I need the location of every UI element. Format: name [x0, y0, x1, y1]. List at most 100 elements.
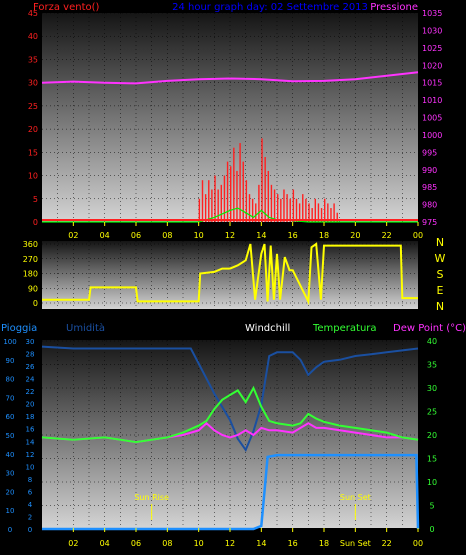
wind-bar — [336, 212, 338, 222]
temperature-tick-label: 20 — [427, 431, 437, 440]
wind-bar — [264, 156, 266, 222]
pressure-tick-label: 1035 — [422, 9, 442, 18]
temperature-tick-label: 35 — [427, 361, 437, 370]
wind-pressure-panel: Forza vento() 24 hour graph day: 02 Sett… — [28, 2, 443, 240]
x-tick-label: Sun Set — [340, 539, 371, 548]
wind-bar — [214, 175, 216, 222]
rain-tick-label: 18 — [26, 413, 35, 421]
wind-bar — [267, 170, 269, 222]
x-tick-label: 08 — [162, 539, 172, 548]
pressure-tick-label: 1025 — [422, 44, 442, 53]
wind-bar — [324, 198, 326, 222]
x-tick-label: 04 — [100, 539, 110, 548]
temperature-tick-label: 40 — [427, 337, 437, 346]
windchill-legend: Windchill — [245, 323, 290, 334]
x-tick-label: 22 — [382, 231, 392, 240]
temperature-legend: Temperatura — [312, 323, 377, 334]
wind-bar — [273, 189, 276, 222]
gust-line — [42, 207, 418, 223]
x-tick-label: 10 — [194, 539, 204, 548]
temperature-tick-label: 30 — [427, 384, 437, 393]
wind-bar — [320, 208, 323, 222]
wind-bar — [211, 189, 213, 222]
rain-tick-label: 20 — [26, 401, 35, 409]
wind-bar — [239, 143, 241, 222]
wind-bar — [233, 147, 235, 222]
temperature-panel: Pioggia Umidità Windchill Temperatura De… — [1, 322, 466, 548]
rain-axis-title: Pioggia — [1, 323, 37, 334]
wind-bar — [208, 180, 210, 222]
dewpoint-legend: Dew Point (°C) — [393, 323, 466, 334]
x-tick-label: 18 — [319, 231, 329, 240]
rain-tick-label: 14 — [26, 438, 35, 446]
pressure-tick-label: 985 — [422, 183, 437, 192]
x-tick-label: 00 — [413, 539, 423, 548]
direction-line — [42, 242, 418, 306]
temperature-tick-label: 15 — [427, 455, 437, 464]
humidity-axis-title: Umidità — [66, 322, 105, 334]
wind-bar — [289, 198, 291, 222]
wind-tick-label: 25 — [28, 102, 38, 111]
wind-bar — [327, 203, 329, 222]
rain-tick-label: 4 — [28, 501, 33, 509]
wind-bar — [298, 203, 301, 222]
direction-tick-label: 180 — [23, 270, 38, 279]
wind-tick-label: 5 — [33, 195, 38, 204]
wind-bar — [283, 189, 285, 222]
wind-bar — [236, 170, 238, 222]
temperature-tick-label: 0 — [429, 525, 434, 534]
direction-tick-label: 90 — [28, 284, 38, 293]
wind-bar — [226, 161, 229, 222]
wind-tick-label: 0 — [33, 218, 38, 227]
pressure-line — [41, 71, 419, 85]
humidity-tick-label: 0 — [8, 526, 12, 534]
wind-bar — [311, 208, 313, 222]
humidity-tick-label: 10 — [6, 507, 15, 515]
wind-bar — [292, 189, 295, 222]
wind-bar — [333, 203, 335, 222]
x-tick-label: 12 — [225, 231, 235, 240]
temperature-line — [41, 385, 419, 444]
x-tick-label: 00 — [413, 231, 423, 240]
x-tick-label: 14 — [256, 539, 266, 548]
wind-tick-label: 35 — [28, 55, 38, 64]
wind-tick-label: 45 — [28, 9, 38, 18]
temperature-tick-label: 10 — [427, 478, 437, 487]
x-tick-label: 08 — [162, 231, 172, 240]
wind-bar — [280, 198, 282, 222]
x-tick-label: 06 — [131, 539, 141, 548]
rain-tick-label: 22 — [26, 388, 35, 396]
direction-tick-label: 360 — [23, 240, 38, 249]
direction-tick-label: 270 — [23, 255, 38, 264]
x-tick-label: 18 — [319, 539, 329, 548]
wind-bar — [277, 194, 279, 222]
x-tick-label: 10 — [194, 231, 204, 240]
wind-tick-label: 30 — [28, 79, 38, 88]
wind-bar — [286, 194, 288, 222]
compass-letter: N — [436, 300, 444, 313]
wind-tick-label: 15 — [28, 148, 38, 157]
x-tick-label: 06 — [131, 231, 141, 240]
direction-plot-background — [42, 241, 418, 309]
pressure-tick-label: 975 — [422, 218, 437, 227]
pressure-axis-title: Pressione — [370, 2, 418, 13]
wind-bar — [248, 194, 251, 222]
wind-bar — [217, 189, 219, 222]
wind-tick-label: 10 — [28, 172, 38, 181]
humidity-tick-label: 80 — [6, 376, 15, 384]
wind-bar — [295, 198, 298, 222]
humidity-tick-label: 90 — [6, 357, 15, 365]
wind-bar — [314, 198, 316, 222]
pressure-tick-label: 1010 — [422, 96, 442, 105]
humidity-tick-label: 100 — [3, 338, 16, 346]
wind-bar — [204, 194, 207, 222]
wind-bar — [230, 166, 232, 222]
direction-tick-label: 0 — [33, 299, 38, 308]
rain-tick-label: 8 — [28, 476, 32, 484]
rain-tick-label: 16 — [26, 426, 35, 434]
wind-bar — [261, 138, 263, 222]
temperature-tick-label: 25 — [427, 408, 437, 417]
pressure-tick-label: 990 — [422, 166, 437, 175]
